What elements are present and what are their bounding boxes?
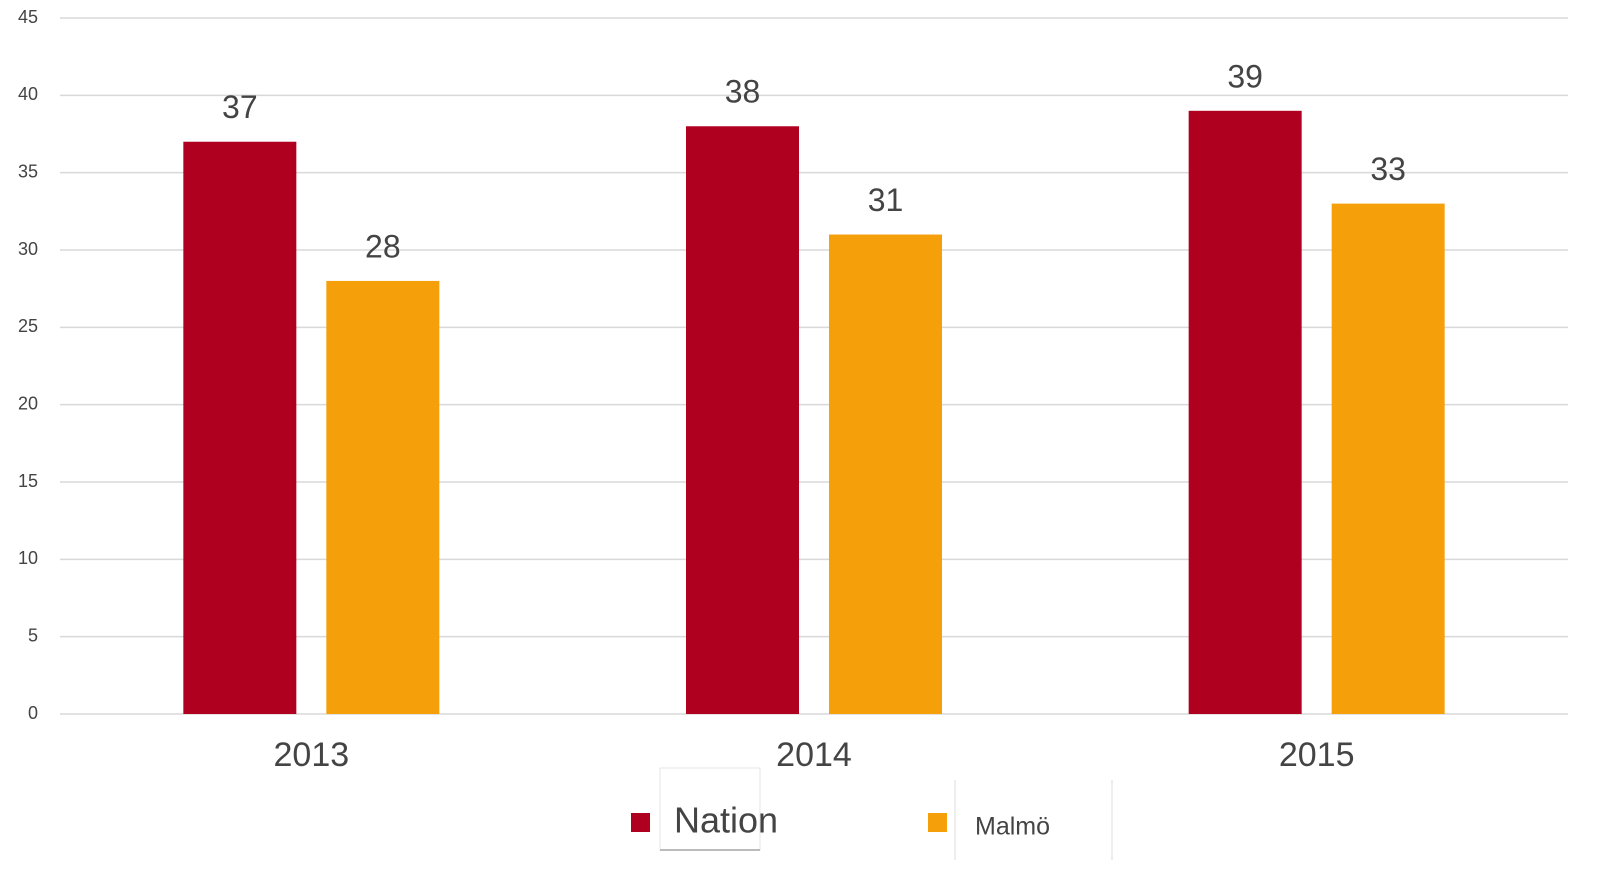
y-tick-label: 30 (18, 239, 38, 259)
bar (1188, 110, 1302, 715)
bar (686, 126, 799, 715)
bar (1331, 203, 1445, 714)
y-tick-label: 5 (28, 625, 38, 645)
x-tick-label: 2013 (274, 736, 350, 774)
value-label: 28 (365, 228, 401, 264)
value-label: 39 (1227, 58, 1263, 94)
value-label: 31 (868, 182, 904, 218)
legend-swatch (631, 813, 650, 832)
value-label: 38 (725, 74, 761, 110)
x-tick-label: 2015 (1279, 736, 1355, 774)
y-tick-label: 25 (18, 316, 38, 336)
value-label: 33 (1370, 151, 1406, 187)
legend-decoration (659, 767, 1113, 860)
y-tick-label: 40 (18, 84, 38, 104)
value-label: 37 (222, 89, 258, 125)
bar (326, 280, 440, 714)
legend-label: Malmö (975, 813, 1050, 841)
y-tick-label: 45 (18, 7, 38, 27)
y-tick-label: 15 (18, 471, 38, 491)
x-tick-label: 2014 (776, 736, 852, 774)
y-tick-label: 35 (18, 161, 38, 181)
bar (183, 141, 297, 714)
legend-label: Nation (674, 800, 778, 841)
bar (829, 234, 942, 715)
y-tick-label: 20 (18, 393, 38, 413)
legend-swatch (928, 813, 947, 832)
y-tick-label: 10 (18, 548, 38, 568)
y-tick-label: 0 (28, 703, 38, 723)
